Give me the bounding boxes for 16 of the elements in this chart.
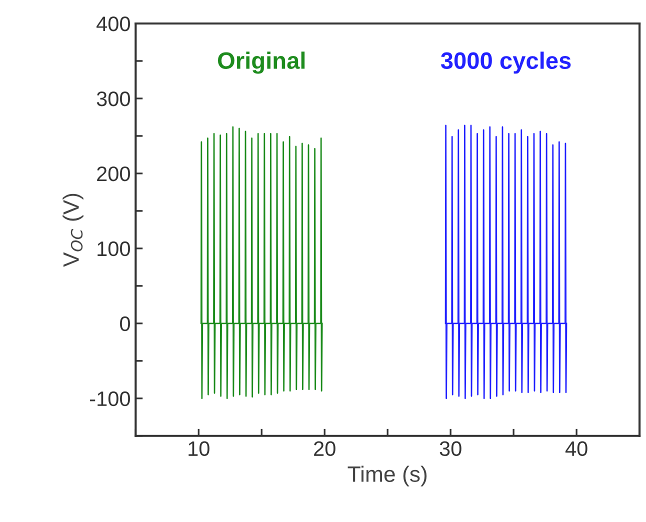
x-tick-label: 40 — [565, 441, 588, 456]
x-tick-label: 10 — [188, 441, 210, 456]
text: 3000 cycles — [440, 52, 571, 74]
x-tick-label: 30 — [440, 441, 462, 456]
line-series — [444, 124, 568, 400]
y-tick-label: 400 — [96, 16, 130, 32]
text: Original — [218, 52, 305, 74]
y-tick-label: 0 — [120, 316, 130, 332]
x-axis-title: Time (s) — [348, 466, 427, 486]
y-tick-label: 100 — [98, 241, 130, 256]
y-tick-label: 300 — [96, 91, 130, 106]
y-tick-label: 200 — [97, 166, 130, 182]
y-axis-title: V$_{OC}$ (V) — [62, 194, 84, 267]
line-series — [200, 126, 323, 400]
y-tick-label: -100 — [90, 391, 130, 406]
x-tick-label: 20 — [314, 441, 336, 456]
